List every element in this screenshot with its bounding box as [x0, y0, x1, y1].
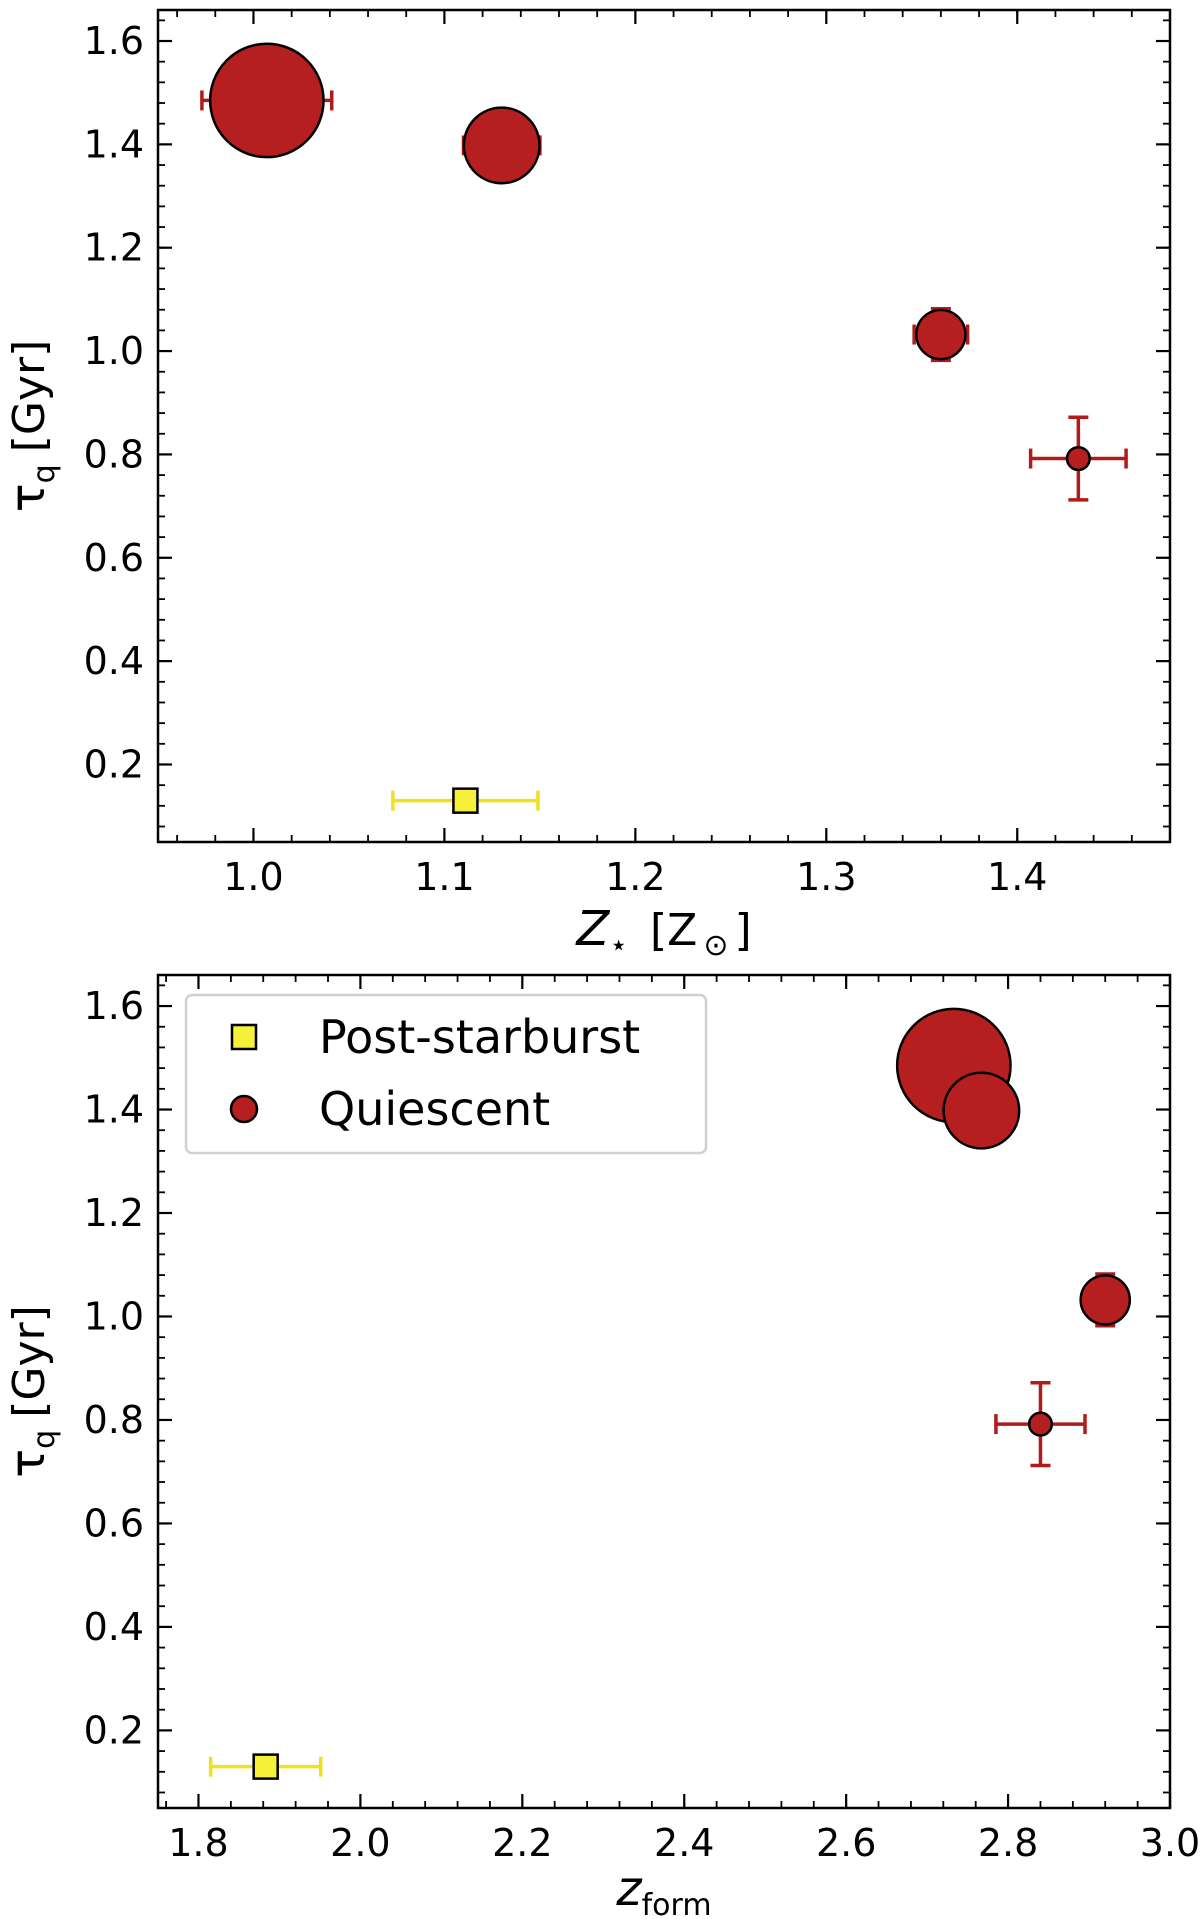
x-tick-label: 1.4	[987, 855, 1047, 899]
x-axis-label-unit: [Z	[650, 905, 697, 956]
y-tick-label: 1.4	[84, 122, 144, 166]
y-tick-label: 0.4	[84, 639, 144, 683]
legend-box	[184, 993, 708, 1155]
data-point-square	[252, 1753, 279, 1780]
y-axis-label-sub: q	[27, 464, 62, 483]
y-tick-label: 1.6	[84, 984, 144, 1028]
y-tick-label: 0.4	[84, 1605, 144, 1649]
series-quiescent	[895, 1007, 1132, 1468]
y-tick-label: 1.2	[84, 1191, 144, 1235]
y-axis-label-rest: [Gyr]	[4, 340, 55, 453]
x-axis-label-sub: form	[642, 1888, 712, 1919]
data-point-circle	[462, 106, 541, 185]
series-quiescent	[200, 42, 1128, 502]
x-axis-label: zform	[615, 1861, 711, 1919]
x-axis-label-sub: ⋆	[609, 928, 628, 963]
y-tick-label: 0.8	[84, 1398, 144, 1442]
x-tick-label: 2.2	[492, 1821, 552, 1865]
x-tick-label: 2.4	[654, 1821, 714, 1865]
x-tick-label: 1.3	[796, 855, 856, 899]
y-tick-label: 0.8	[84, 432, 144, 476]
legend: Post-starburst Quiescent	[184, 993, 708, 1155]
y-tick-label: 1.4	[84, 1088, 144, 1132]
series-post-starburst	[208, 1753, 323, 1780]
axes-frame	[156, 973, 1172, 1810]
y-tick-label: 1.0	[84, 329, 144, 373]
y-axis-label: τq [Gyr]	[0, 1305, 62, 1478]
x-axis-label-main: Z	[574, 901, 610, 957]
y-axis-label: τq [Gyr]	[0, 340, 62, 513]
data-point-circle	[1065, 445, 1091, 472]
x-tick-label: 2.8	[978, 1821, 1038, 1865]
x-axis-label-unit-sub: ⊙	[703, 928, 728, 963]
data-point-circle	[942, 1071, 1021, 1150]
y-tick-label: 0.2	[84, 742, 144, 786]
chart-panel-1: 1.0 1.1 1.2 1.3 1.4 0.2 0.4 0.6 0.8 1.0 1.2 1.4 1.6 Z…	[0, 8, 1172, 963]
y-tick-label: 0.2	[84, 1708, 144, 1752]
data-point-square	[452, 787, 479, 814]
legend-entry-label: Quiescent	[319, 1082, 550, 1136]
data-point-circle	[208, 42, 325, 159]
x-tick-label: 1.1	[414, 855, 474, 899]
x-tick-label: 2.0	[330, 1821, 390, 1865]
x-tick-label: 2.6	[816, 1821, 876, 1865]
y-tick-label: 1.6	[84, 19, 144, 63]
legend-marker-circle	[229, 1094, 259, 1124]
x-axis-label-main: z	[615, 1861, 643, 1917]
x-axis-label: Z⋆ [Z ⊙]	[574, 901, 751, 963]
data-point-circle	[915, 308, 967, 361]
axes-frame	[156, 8, 1172, 844]
y-axis-label-main: τ	[0, 483, 56, 512]
data-point-circle	[1079, 1274, 1132, 1326]
chart-panel-2: 1.8 2.0 2.2 2.4 2.6 2.8 3.0 0.2 0.4 0.6 0.8 1.0 1.2 1…	[0, 973, 1200, 1919]
x-tick-label: 1.0	[223, 855, 283, 899]
x-axis-label-close: ]	[734, 905, 751, 956]
y-tick-label: 1.0	[84, 1294, 144, 1338]
y-axis-label-rest: [Gyr]	[4, 1305, 55, 1418]
y-axis-label-sub: q	[27, 1430, 62, 1449]
x-tick-label: 1.2	[605, 855, 665, 899]
x-tick-label: 3.0	[1140, 1821, 1200, 1865]
x-tick-label: 1.8	[168, 1821, 228, 1865]
y-tick-label: 0.6	[84, 536, 144, 580]
data-point-circle	[1027, 1411, 1054, 1437]
y-tick-label: 1.2	[84, 226, 144, 270]
legend-marker-square	[230, 1023, 258, 1051]
y-tick-label: 0.6	[84, 1501, 144, 1545]
y-axis-label-main: τ	[0, 1449, 56, 1478]
series-post-starburst	[391, 787, 540, 814]
legend-entry-label: Post-starburst	[319, 1010, 640, 1064]
